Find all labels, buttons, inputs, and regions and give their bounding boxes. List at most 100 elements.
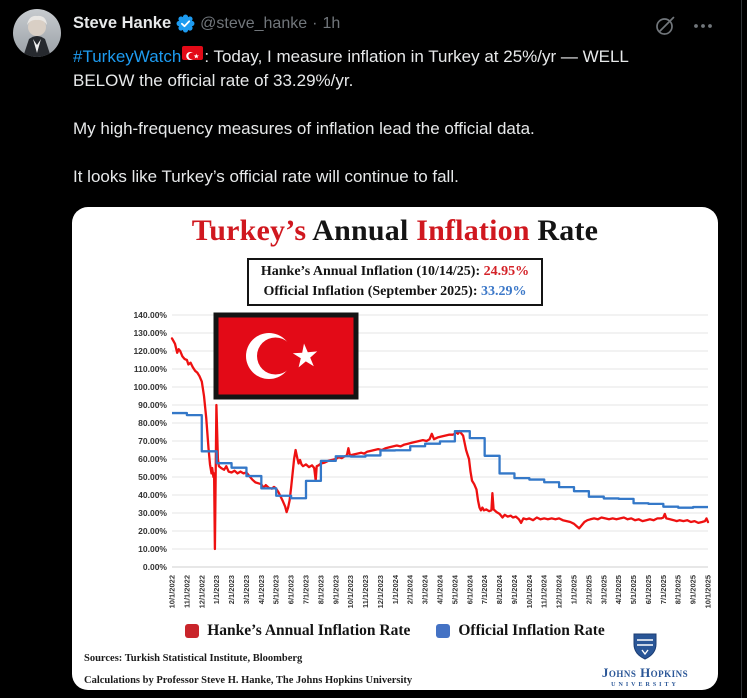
x-tick-label: 8/1/2025 — [674, 575, 683, 604]
chart-title-part-2: Annual — [312, 214, 417, 247]
source-line-1: Sources: Turkish Statistical Institute, … — [84, 653, 303, 664]
source-line-2: Calculations by Professor Steve H. Hanke… — [84, 675, 413, 686]
x-tick-label: 6/1/2023 — [287, 575, 296, 604]
johns-hopkins-logo: Johns Hopkins UNIVERSITY — [586, 633, 704, 688]
hanke-inflation-label: Hanke’s Annual Inflation (10/14/25): — [260, 264, 484, 279]
column-divider — [741, 0, 742, 698]
tweet-header: Steve Hanke @steve_hanke · 1h — [73, 14, 340, 33]
x-tick-label: 9/1/2024 — [510, 574, 519, 604]
tweet-paragraph-1: #TurkeyWatch: Today, I measure inflation… — [73, 45, 681, 93]
official-inflation-line: Official Inflation (September 2025): 33.… — [261, 282, 529, 302]
y-tick-label: 0.00% — [143, 562, 168, 572]
jhu-university: UNIVERSITY — [611, 682, 679, 688]
hanke-inflation-line-series — [170, 337, 710, 551]
grok-button[interactable] — [654, 15, 676, 37]
y-tick-label: 80.00% — [138, 418, 167, 428]
chart-title-part-3: Inflation — [416, 214, 538, 247]
y-tick-label: 130.00% — [133, 328, 167, 338]
x-tick-label: 12/1/2024 — [555, 574, 564, 608]
y-tick-label: 20.00% — [138, 526, 167, 536]
x-tick-label: 4/1/2024 — [436, 574, 445, 604]
official-inflation-label: Official Inflation (September 2025): — [263, 284, 481, 299]
x-tick-label: 12/1/2022 — [197, 575, 206, 608]
x-tick-label: 5/1/2025 — [629, 575, 638, 604]
x-tick-label: 2/1/2024 — [406, 574, 415, 604]
avatar-photo — [13, 9, 61, 57]
x-tick-label: 9/1/2025 — [689, 575, 698, 604]
y-tick-label: 110.00% — [134, 364, 168, 374]
official-inflation-value: 33.29% — [481, 284, 527, 299]
x-tick-label: 2/1/2023 — [227, 575, 236, 604]
y-tick-label: 90.00% — [138, 400, 167, 410]
x-tick-label: 6/1/2025 — [644, 575, 653, 604]
official-inflation-line-series — [172, 411, 708, 509]
hanke-inflation-line: Hanke’s Annual Inflation (10/14/25): 24.… — [261, 262, 529, 282]
author-name[interactable]: Steve Hanke — [73, 14, 172, 32]
chart-attachment[interactable]: Turkey’s Annual Inflation Rate Hanke’s A… — [72, 207, 718, 690]
more-button[interactable] — [692, 15, 714, 37]
x-tick-label: 8/1/2024 — [495, 574, 504, 604]
y-tick-label: 50.00% — [138, 472, 167, 482]
x-tick-label: 11/1/2022 — [182, 575, 191, 608]
turkey-flag-emoji — [182, 46, 204, 60]
more-icon — [694, 24, 712, 28]
x-tick-label: 10/1/2025 — [704, 575, 713, 608]
hanke-inflation-value: 24.95% — [483, 264, 530, 279]
x-tick-label: 6/1/2024 — [465, 574, 474, 604]
chart-title-part-4: Rate — [537, 214, 599, 247]
turkey-flag-image — [213, 312, 359, 400]
legend-label-hanke: Hanke’s Annual Inflation Rate — [207, 622, 411, 639]
x-tick-label: 1/1/2024 — [391, 574, 400, 604]
grok-icon — [656, 16, 675, 35]
header-actions — [654, 15, 714, 37]
x-tick-label: 5/1/2024 — [450, 574, 459, 604]
y-tick-label: 100.00% — [133, 382, 167, 392]
x-tick-label: 12/1/2023 — [376, 575, 385, 608]
y-tick-label: 40.00% — [138, 490, 167, 500]
legend-item-official: Official Inflation Rate — [436, 622, 605, 640]
y-tick-label: 120.00% — [133, 346, 167, 356]
inflation-chart: 0.00% 10.00% 20.00% 30.00% 40.00% 50.00% 60.00… — [133, 310, 713, 608]
inflation-info-box: Hanke’s Annual Inflation (10/14/25): 24.… — [246, 258, 544, 306]
x-tick-label: 1/1/2025 — [570, 575, 579, 604]
hanke-swatch — [185, 624, 200, 638]
legend-item-hanke: Hanke’s Annual Inflation Rate — [185, 622, 410, 640]
legend-label-official: Official Inflation Rate — [458, 622, 605, 639]
x-tick-label: 7/1/2025 — [659, 575, 668, 604]
tweet-paragraph-3: It looks like Turkey’s official rate wil… — [73, 167, 459, 186]
chart-sources: Sources: Turkish Statistical Institute, … — [84, 648, 412, 692]
x-tick-label: 4/1/2025 — [614, 575, 623, 604]
x-tick-label: 7/1/2023 — [302, 575, 311, 604]
x-tick-label: 10/1/2024 — [525, 574, 534, 608]
author-handle[interactable]: @steve_hanke — [200, 14, 308, 32]
x-tick-label: 7/1/2024 — [480, 574, 489, 604]
x-tick-label: 5/1/2023 — [272, 575, 281, 604]
y-tick-label: 140.00% — [133, 310, 167, 320]
verified-badge-icon — [176, 14, 195, 33]
x-tick-label: 3/1/2023 — [242, 575, 251, 604]
x-tick-label: 10/1/2023 — [346, 575, 355, 608]
tweet-text-1: : Today, I measure inflation in Turkey a… — [73, 47, 629, 90]
x-tick-label: 4/1/2023 — [257, 575, 266, 604]
chart-title-part-1: Turkey’s — [191, 214, 313, 247]
hashtag-link[interactable]: #TurkeyWatch — [73, 47, 182, 66]
x-tick-label: 11/1/2024 — [540, 574, 549, 608]
x-tick-label: 11/1/2023 — [361, 575, 370, 608]
header-separator: · — [312, 14, 318, 32]
x-tick-label: 10/1/2022 — [168, 575, 177, 608]
timestamp[interactable]: 1h — [322, 14, 341, 32]
x-tick-label: 2/1/2025 — [584, 575, 593, 604]
chart-title: Turkey’s Annual Inflation Rate — [72, 214, 718, 248]
y-tick-label: 60.00% — [138, 454, 167, 464]
y-tick-label: 70.00% — [138, 436, 167, 446]
x-tick-label: 3/1/2024 — [421, 574, 430, 604]
official-swatch — [436, 624, 451, 638]
avatar[interactable] — [13, 9, 61, 57]
y-tick-label: 30.00% — [138, 508, 167, 518]
x-tick-label: 9/1/2023 — [331, 575, 340, 604]
tweet-text: #TurkeyWatch: Today, I measure inflation… — [73, 45, 681, 189]
chart-legend: Hanke’s Annual Inflation Rate Official I… — [72, 622, 718, 640]
y-tick-label: 10.00% — [138, 544, 167, 554]
x-tick-label: 8/1/2023 — [316, 575, 325, 604]
tweet-paragraph-2: My high-frequency measures of inflation … — [73, 119, 535, 138]
